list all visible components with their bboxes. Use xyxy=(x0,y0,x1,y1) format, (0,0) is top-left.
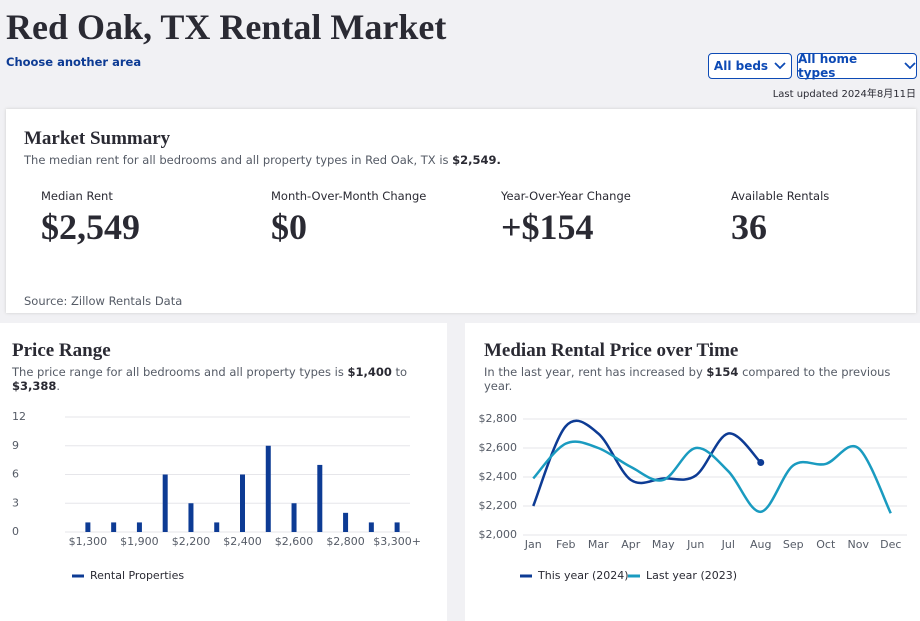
x-tick-label: Aug xyxy=(750,538,771,551)
bar xyxy=(240,474,245,532)
text: compared to the previous year. xyxy=(484,365,891,393)
chevron xyxy=(904,62,916,70)
legend-label: Last year (2023) xyxy=(646,569,737,582)
metric-value: $2,549 xyxy=(41,207,140,247)
value: $2,549. xyxy=(452,153,501,167)
text: to xyxy=(391,365,408,379)
metric-label: Year-Over-Year Change xyxy=(501,189,631,203)
x-tick-label: Jan xyxy=(524,538,542,551)
y-tick-label: $2,800 xyxy=(479,412,518,425)
summary-description: The median rent for all bedrooms and all… xyxy=(24,153,501,167)
text: In the last year, rent has increased by xyxy=(484,365,707,379)
metric-label: Median Rent xyxy=(41,189,113,203)
bar xyxy=(188,503,194,532)
end-dot xyxy=(757,459,765,466)
text: The price range for all bedrooms and all… xyxy=(12,365,348,379)
x-tick-label: $1,900 xyxy=(120,535,159,548)
metric-label: Month-Over-Month Change xyxy=(271,189,427,203)
last-updated: Last updated 2024年8月11日 xyxy=(772,89,916,100)
line xyxy=(532,419,762,507)
bar xyxy=(85,522,91,532)
bar xyxy=(136,522,142,532)
x-tick-label: $2,200 xyxy=(172,535,211,548)
page-title: Red Oak, TX Rental Market xyxy=(6,7,447,47)
chevron xyxy=(774,62,786,70)
label: All home types xyxy=(798,52,858,80)
line xyxy=(532,440,892,514)
y-tick-label: 9 xyxy=(12,439,19,452)
metric-value: 36 xyxy=(731,207,767,247)
x-tick-label: May xyxy=(652,538,675,551)
y-tick-label: 12 xyxy=(12,410,26,423)
home-type-filter[interactable]: All home types xyxy=(797,52,917,80)
x-tick-label: Mar xyxy=(588,538,609,551)
y-tick-label: $2,000 xyxy=(479,528,518,541)
text: The median rent for all bedrooms and all… xyxy=(24,153,453,167)
price-range-panel: Price Range The price range for all bedr… xyxy=(0,323,447,621)
chart-title: Price Range xyxy=(12,340,111,361)
bar xyxy=(111,522,117,532)
x-tick-label: Dec xyxy=(880,538,901,551)
metric-value: +$154 xyxy=(501,207,594,247)
y-tick-label: $2,400 xyxy=(479,470,518,483)
bar xyxy=(343,512,349,532)
bar xyxy=(317,464,323,532)
bar xyxy=(394,522,400,532)
value: $154 xyxy=(706,365,739,379)
label: All beds xyxy=(713,59,769,73)
chart-title: Median Rental Price over Time xyxy=(484,340,739,361)
y-tick-label: 6 xyxy=(12,468,19,481)
bar xyxy=(214,522,220,532)
x-tick-label: Apr xyxy=(621,538,641,551)
summary-title: Market Summary xyxy=(24,128,171,149)
source: Source: Zillow Rentals Data xyxy=(24,294,183,308)
x-tick-label: Jun xyxy=(686,538,704,551)
x-tick-label: $3,300+ xyxy=(373,535,421,548)
bar xyxy=(265,445,271,532)
bar xyxy=(162,474,168,532)
x-tick-label: $2,800 xyxy=(326,535,365,548)
x-tick-label: Jul xyxy=(721,538,735,551)
bar xyxy=(291,503,297,532)
beds-filter[interactable]: All beds xyxy=(708,53,792,79)
x-tick-label: Nov xyxy=(848,538,870,551)
x-tick-label: $2,400 xyxy=(223,535,262,548)
text: . xyxy=(56,379,61,393)
metric-value: $0 xyxy=(271,207,307,247)
median-price-panel: Median Rental Price over Time In the las… xyxy=(465,323,920,621)
metric-label: Available Rentals xyxy=(731,189,830,203)
y-tick-label: 0 xyxy=(12,525,19,538)
x-tick-label: $2,600 xyxy=(275,535,314,548)
x-tick-label: Sep xyxy=(783,538,804,551)
area-link[interactable]: Choose another area xyxy=(6,55,142,69)
bar xyxy=(368,522,374,532)
x-tick-label: $1,300 xyxy=(69,535,108,548)
x-tick-label: Feb xyxy=(556,538,575,551)
value: $3,388 xyxy=(12,379,57,393)
chart-subtitle: The price range for all bedrooms and all… xyxy=(12,365,447,393)
y-tick-label: $2,200 xyxy=(479,499,518,512)
value: $1,400 xyxy=(347,365,392,379)
chart-subtitle: In the last year, rent has increased by … xyxy=(484,365,920,393)
market-summary: Market Summary The median rent for all b… xyxy=(6,109,916,313)
y-tick-label: $2,600 xyxy=(479,441,518,454)
x-tick-label: Oct xyxy=(816,538,836,551)
y-tick-label: 3 xyxy=(12,496,19,509)
legend-label: Rental Properties xyxy=(90,569,184,582)
legend-label: This year (2024) xyxy=(537,569,629,582)
